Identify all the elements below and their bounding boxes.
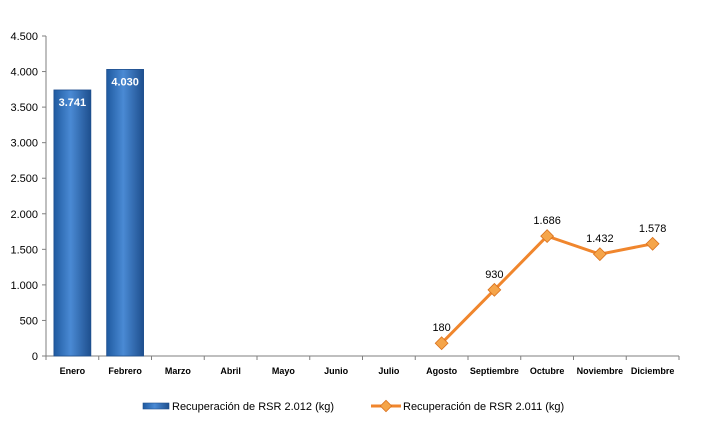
x-tick-label: Noviembre bbox=[577, 366, 624, 376]
x-tick-label: Septiembre bbox=[470, 366, 519, 376]
line-point-marker bbox=[540, 229, 555, 244]
x-tick-label: Diciembre bbox=[631, 366, 675, 376]
bar bbox=[106, 69, 144, 357]
bar-series: 3.741 4.030 bbox=[53, 69, 144, 357]
legend: Recuperación de RSR 2.012 (kg) Recuperac… bbox=[142, 399, 564, 413]
y-tick-label: 3.000 bbox=[10, 138, 38, 150]
line-data-label: 180 bbox=[432, 322, 450, 334]
line-series: 180 930 1.686 1.432 1.578 bbox=[432, 215, 667, 351]
x-ticks: Enero Febrero Marzo Abril Mayo Junio Julio Agos… bbox=[45, 356, 680, 376]
x-tick-label: Febrero bbox=[108, 366, 142, 376]
x-tick-label: Agosto bbox=[426, 366, 457, 376]
legend-label-line: Recuperación de RSR 2.011 (kg) bbox=[403, 401, 564, 413]
y-tick-label: 500 bbox=[20, 315, 38, 327]
legend-swatch-marker bbox=[379, 399, 393, 413]
line-data-label: 1.578 bbox=[639, 223, 667, 235]
x-tick-label: Abril bbox=[220, 366, 241, 376]
x-tick-label: Mayo bbox=[272, 366, 296, 376]
line-point-marker bbox=[645, 236, 660, 251]
legend-label-bar: Recuperación de RSR 2.012 (kg) bbox=[172, 401, 334, 413]
x-tick-label: Marzo bbox=[165, 366, 192, 376]
y-tick-label: 2.500 bbox=[10, 173, 38, 185]
x-tick-label: Enero bbox=[60, 366, 86, 376]
series-line bbox=[440, 234, 653, 345]
legend-swatch-bar bbox=[142, 402, 170, 410]
y-tick-label: 1.500 bbox=[10, 244, 38, 256]
y-tick-label: 1.000 bbox=[10, 280, 38, 292]
bar-data-label: 4.030 bbox=[111, 76, 139, 88]
y-tick-label: 3.500 bbox=[10, 102, 38, 114]
line-data-label: 1.686 bbox=[533, 215, 561, 227]
x-tick-label: Junio bbox=[324, 366, 349, 376]
y-tick-label: 4.500 bbox=[10, 31, 38, 43]
y-tick-label: 0 bbox=[32, 351, 38, 363]
bar-data-label: 3.741 bbox=[59, 97, 87, 109]
line-data-label: 930 bbox=[485, 269, 503, 281]
y-tick-label: 2.000 bbox=[10, 209, 38, 221]
y-ticks: 0 500 1.000 1.500 2.000 2.500 3.000 3.500 4.000 4… bbox=[10, 31, 46, 363]
line-point-marker bbox=[487, 282, 502, 297]
line-data-label: 1.432 bbox=[586, 233, 614, 245]
line-point-marker bbox=[592, 247, 607, 262]
x-tick-label: Octubre bbox=[530, 366, 565, 376]
y-tick-label: 4.000 bbox=[10, 67, 38, 79]
line-point-marker bbox=[434, 336, 449, 351]
bar bbox=[53, 89, 92, 357]
x-tick-label: Julio bbox=[378, 366, 400, 376]
